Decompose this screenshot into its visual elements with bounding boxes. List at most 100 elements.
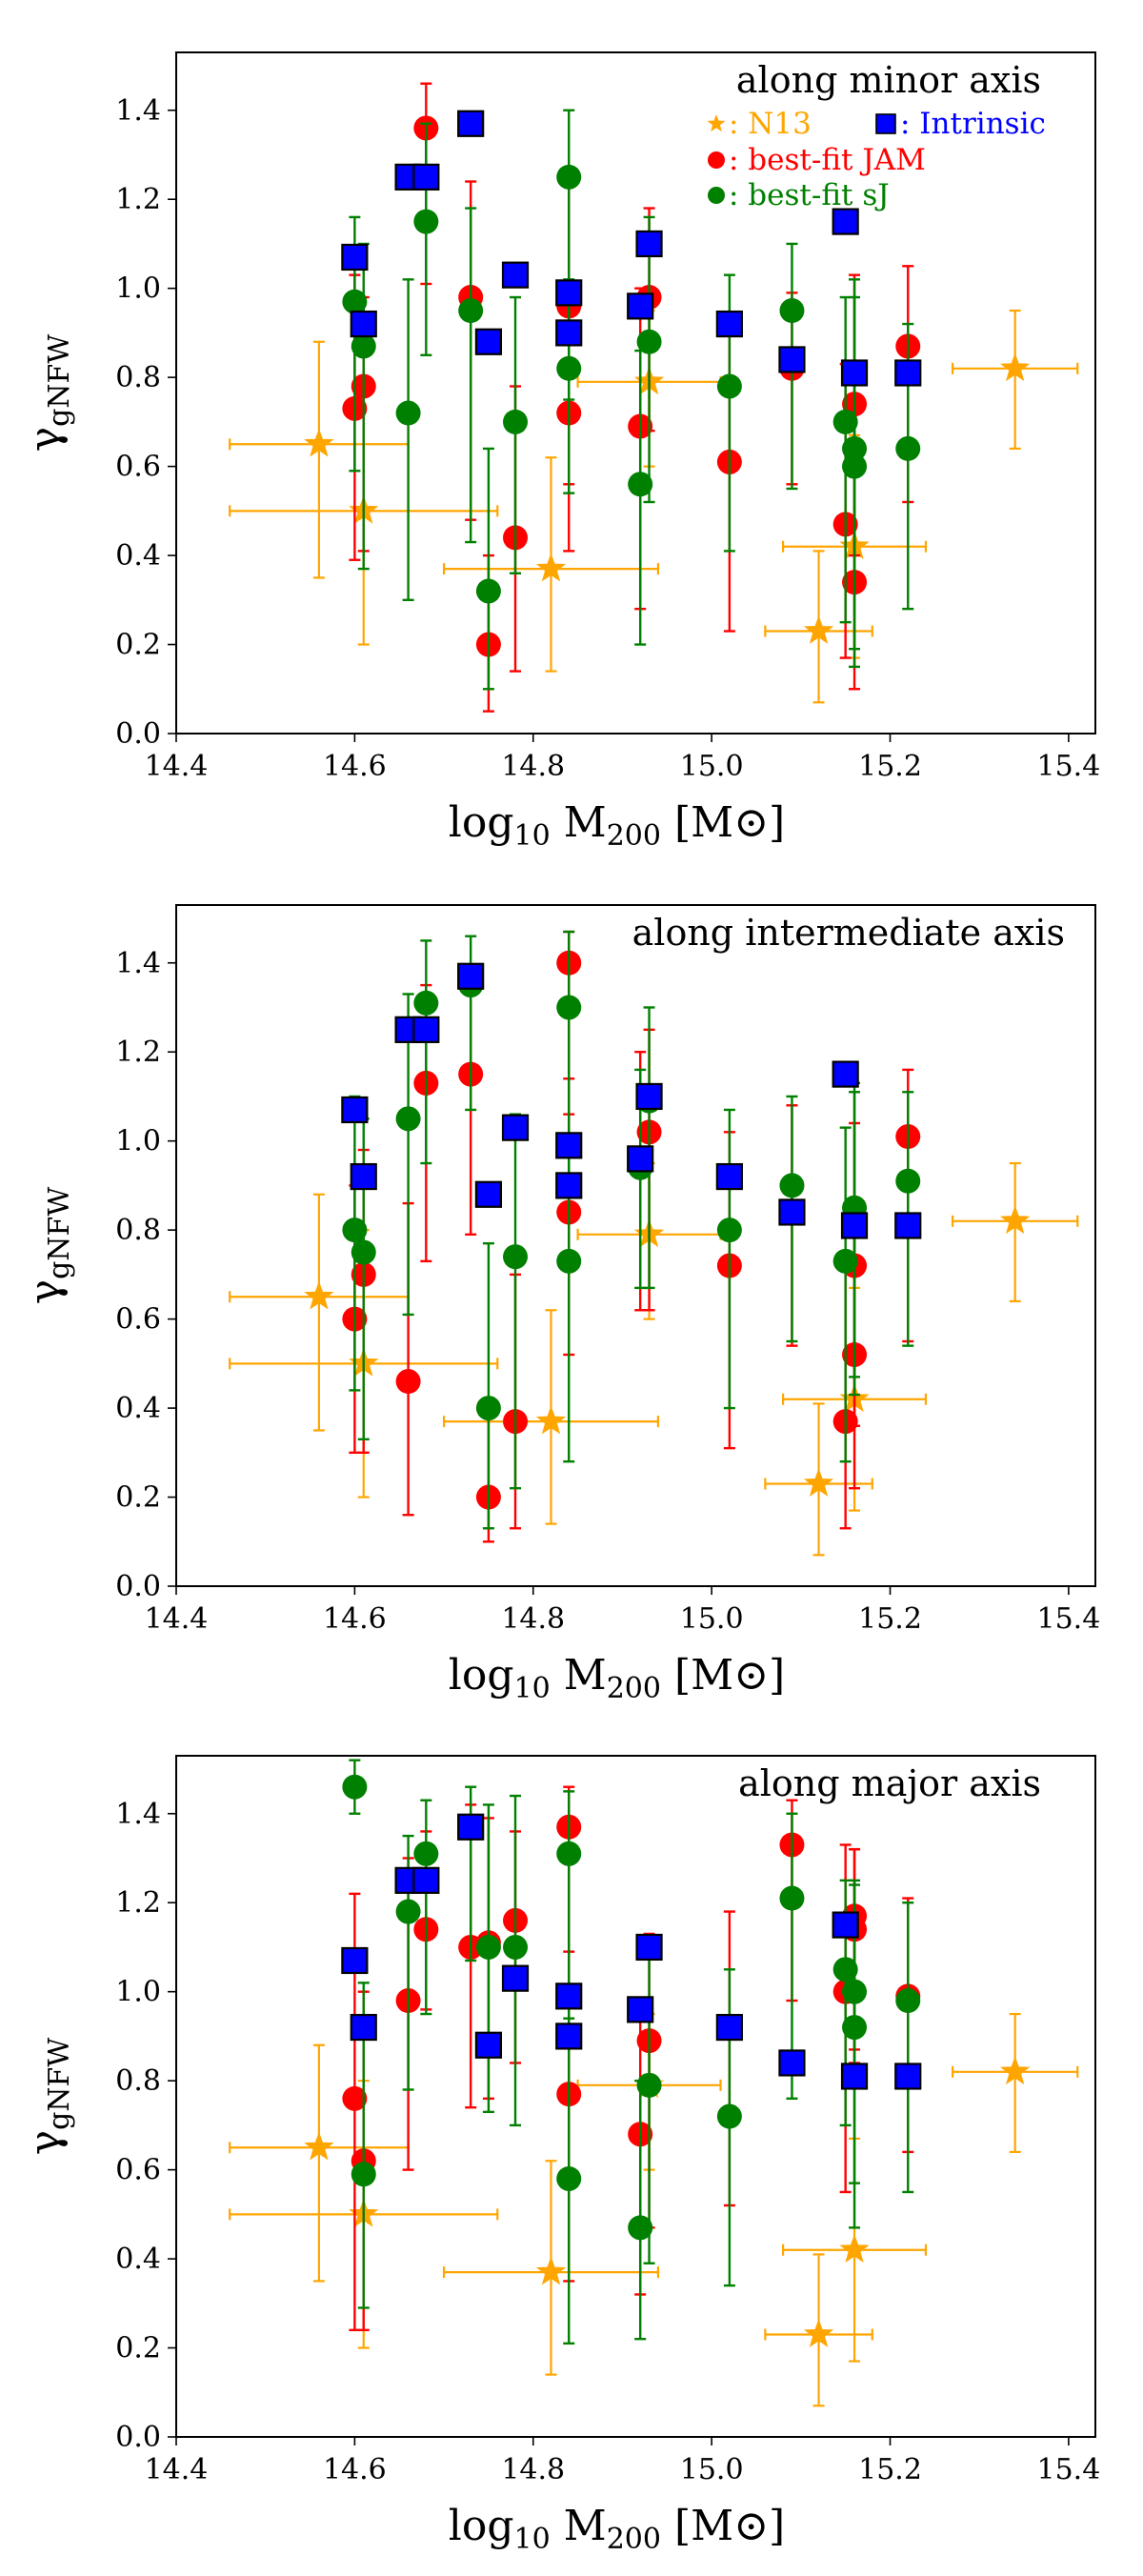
sj-error-bar xyxy=(849,1883,861,2229)
sj-point xyxy=(779,1885,805,1911)
jam-point xyxy=(342,2085,368,2111)
sj-error-bar xyxy=(723,1108,735,1410)
intrinsic-square-point xyxy=(350,310,377,338)
sj-point xyxy=(475,1396,501,1421)
n13-yerr xyxy=(1009,1161,1021,1303)
y-tick-label: 0.0 xyxy=(115,2421,161,2454)
intrinsic-square-point xyxy=(627,1145,654,1173)
intrinsic-square-point xyxy=(894,359,922,387)
sj-point xyxy=(779,298,805,324)
intrinsic-square-point xyxy=(501,261,530,289)
y-tick-label: 1.4 xyxy=(115,947,161,980)
sj-point xyxy=(351,1239,376,1265)
x-tick-label: 15.0 xyxy=(680,2453,744,2486)
intrinsic-square-point xyxy=(627,292,654,320)
legend: : N13: Intrinsic: best-fit JAM: best-fit… xyxy=(707,107,1046,212)
sj-error-bar xyxy=(402,278,414,602)
sj-point xyxy=(842,435,868,461)
y-tick-label: 0.6 xyxy=(115,2154,161,2187)
y-axis-label: γgNFW xyxy=(21,2038,76,2156)
n13-yerr xyxy=(1009,309,1021,451)
series-intrinsic xyxy=(341,110,922,387)
sj-error-bar xyxy=(902,1902,914,2194)
intrinsic-square-point xyxy=(555,319,583,347)
y-tick-label: 0.0 xyxy=(115,717,161,751)
intrinsic-square-point xyxy=(474,2031,503,2059)
legend-n13-icon xyxy=(707,114,726,132)
sj-point xyxy=(413,990,439,1016)
y-tick-label: 0.8 xyxy=(115,2064,161,2098)
y-tick-label: 0.2 xyxy=(115,1481,161,1515)
n13-yerr xyxy=(312,2043,325,2283)
y-tick-label: 1.2 xyxy=(115,1036,161,1069)
intrinsic-square-point xyxy=(350,1162,377,1191)
sj-point xyxy=(351,333,376,359)
sj-error-bar xyxy=(420,122,432,356)
sj-point xyxy=(395,1106,421,1132)
intrinsic-square-point xyxy=(635,1082,663,1111)
sj-point xyxy=(395,1899,421,1924)
x-tick-label: 14.6 xyxy=(323,2453,387,2486)
sj-point xyxy=(895,1168,921,1194)
series-intrinsic xyxy=(341,962,922,1239)
y-tick-label: 0.4 xyxy=(115,539,161,573)
n13-yerr xyxy=(1009,2012,1021,2154)
x-tick-label: 14.8 xyxy=(501,750,565,783)
n13-star-point xyxy=(1000,2056,1031,2085)
intrinsic-square-point xyxy=(341,1946,369,1975)
intrinsic-square-point xyxy=(555,1172,583,1199)
x-axis-label: log10 M200 [M⊙] xyxy=(449,1651,785,1705)
intrinsic-square-point xyxy=(840,1212,869,1239)
plot-frame xyxy=(175,51,1096,735)
y-tick-label: 0.8 xyxy=(115,361,161,394)
x-tick-label: 15.0 xyxy=(680,750,744,783)
intrinsic-square-point xyxy=(341,243,369,272)
y-tick-label: 1.4 xyxy=(115,94,161,128)
sj-point xyxy=(503,1244,529,1270)
sj-point xyxy=(342,1218,368,1243)
intrinsic-square-point xyxy=(627,1996,654,2023)
sj-error-bar xyxy=(839,1126,852,1463)
y-tick-label: 1.0 xyxy=(115,1976,161,2009)
sj-point xyxy=(895,435,921,461)
intrinsic-square-point xyxy=(457,110,485,137)
sj-error-bar xyxy=(510,1794,522,2127)
x-tick-label: 15.4 xyxy=(1036,1602,1100,1636)
y-tick-label: 0.2 xyxy=(115,629,161,662)
axis-annotation: along major axis xyxy=(738,1762,1041,1804)
intrinsic-square-point xyxy=(635,1933,663,1962)
sj-error-bar xyxy=(849,278,861,651)
sj-error-bar xyxy=(482,1241,494,1530)
intrinsic-square-point xyxy=(832,1060,859,1088)
intrinsic-square-point xyxy=(555,279,583,307)
n13-star-point xyxy=(1000,352,1031,382)
y-tick-label: 1.0 xyxy=(115,272,161,306)
y-tick-label: 0.4 xyxy=(115,1392,161,1425)
axis-annotation: along minor axis xyxy=(736,59,1041,101)
y-axis-label: γgNFW xyxy=(21,1187,76,1305)
y-tick-label: 0.4 xyxy=(115,2243,161,2276)
intrinsic-square-point xyxy=(501,1964,530,1992)
intrinsic-square-point xyxy=(555,2023,583,2050)
intrinsic-square-point xyxy=(341,1096,369,1124)
x-tick-label: 15.0 xyxy=(680,1602,744,1636)
sj-error-bar xyxy=(402,993,414,1317)
sj-error-bar xyxy=(420,939,432,1165)
intrinsic-square-point xyxy=(832,1911,859,1939)
n13-star-point xyxy=(304,428,334,457)
intrinsic-square-point xyxy=(555,1982,583,2010)
legend-intrinsic-icon xyxy=(875,113,896,134)
intrinsic-square-point xyxy=(715,2013,743,2042)
n13-star-point xyxy=(839,2234,870,2264)
sj-point xyxy=(716,2103,742,2129)
sj-point xyxy=(342,1774,368,1800)
n13-star-point xyxy=(304,2131,334,2161)
intrinsic-square-point xyxy=(832,208,859,235)
intrinsic-square-point xyxy=(894,2063,922,2090)
intrinsic-square-point xyxy=(474,328,503,355)
x-tick-label: 14.6 xyxy=(323,750,387,783)
n13-yerr xyxy=(312,340,325,579)
legend-sj-icon xyxy=(708,187,725,204)
intrinsic-square-point xyxy=(474,1180,503,1208)
sj-point xyxy=(832,1248,858,1274)
